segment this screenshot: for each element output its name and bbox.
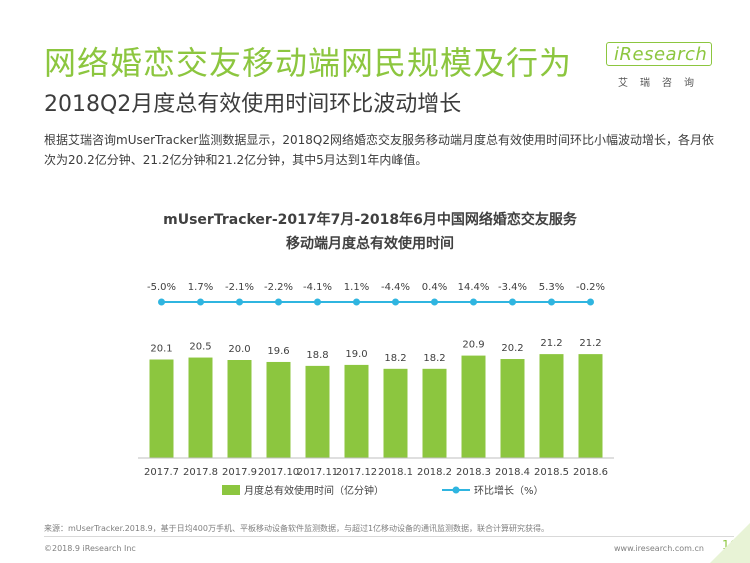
bar-2017.10 xyxy=(266,361,291,458)
bar-2017.9 xyxy=(227,360,252,458)
bar-value-label: 21.2 xyxy=(540,338,562,349)
x-tick-label: 2017.8 xyxy=(183,467,218,478)
logo-name: iResearch xyxy=(614,44,708,65)
growth-value-label: 0.4% xyxy=(422,282,447,293)
growth-value-label: 5.3% xyxy=(539,282,564,293)
bar-value-label: 18.2 xyxy=(384,353,406,364)
chart-title-line2: 移动端月度总有效使用时间 xyxy=(286,236,454,252)
footer-divider xyxy=(44,536,734,537)
iresearch-logo: iResearch 艾瑞咨询 xyxy=(606,42,716,92)
bar-2017.11 xyxy=(305,365,330,458)
source-note: 来源：mUserTracker.2018.9，基于日均400万手机、平板移动设备… xyxy=(44,524,550,533)
growth-value-label: -3.4% xyxy=(498,282,527,293)
growth-value-label: -4.1% xyxy=(303,282,332,293)
bar-value-label: 19.0 xyxy=(345,349,367,360)
growth-line-group: -5.0% 1.7% -2.1% -2.2% -4.1% 1.1% -4.4% 0.4% 14.… xyxy=(147,282,605,306)
legend-bar-swatch xyxy=(222,485,240,495)
bar-2018.6 xyxy=(578,354,603,458)
legend-line-label: 环比增长（%） xyxy=(474,484,544,497)
logo-subtitle: 艾瑞咨询 xyxy=(618,78,706,89)
growth-value-label: -2.2% xyxy=(264,282,293,293)
bar-2017.8 xyxy=(188,357,213,458)
growth-point-2017.9 xyxy=(236,298,243,306)
x-tick-label: 2018.4 xyxy=(495,467,530,478)
bar-value-label: 19.6 xyxy=(267,346,289,357)
growth-point-2018.3 xyxy=(470,298,477,306)
bar-value-label: 18.2 xyxy=(423,353,445,364)
growth-value-label: 1.7% xyxy=(188,282,213,293)
legend: 月度总有效使用时间（亿分钟） 环比增长（%） xyxy=(222,484,544,497)
growth-point-2018.2 xyxy=(431,298,438,306)
bar-2018.4 xyxy=(500,359,525,458)
corner-decoration xyxy=(710,523,750,563)
growth-point-2018.5 xyxy=(548,298,555,306)
growth-point-2017.7 xyxy=(158,298,165,306)
bar-2018.2 xyxy=(422,368,447,458)
bars-group xyxy=(149,354,603,458)
bar-2017.12 xyxy=(344,364,369,458)
x-tick-label: 2017.11 xyxy=(297,467,338,478)
x-tick-label: 2017.12 xyxy=(336,467,377,478)
growth-value-label: 1.1% xyxy=(344,282,369,293)
growth-value-label: -4.4% xyxy=(381,282,410,293)
growth-point-2017.8 xyxy=(197,298,204,306)
bar-2017.7 xyxy=(149,359,174,458)
growth-point-2018.4 xyxy=(509,298,516,306)
bar-2018.5 xyxy=(539,354,564,458)
x-tick-label: 2017.9 xyxy=(222,467,257,478)
bar-value-label: 20.2 xyxy=(501,343,523,354)
bar-value-label: 20.9 xyxy=(462,340,484,351)
bar-value-label: 20.5 xyxy=(189,342,211,353)
x-tick-label: 2018.2 xyxy=(417,467,452,478)
logo-frame xyxy=(606,42,712,66)
growth-point-2018.1 xyxy=(392,298,399,306)
growth-value-label: -0.2% xyxy=(576,282,605,293)
bar-labels-group: 20.1 20.5 20.0 19.6 18.8 19.0 18.2 18.2 20.9 20.2… xyxy=(150,338,601,364)
growth-value-label: 14.4% xyxy=(458,282,490,293)
chart-title-line1: mUserTracker-2017年7月-2018年6月中国网络婚恋交友服务 xyxy=(163,212,577,228)
x-tick-label: 2018.5 xyxy=(534,467,569,478)
x-tick-label: 2018.3 xyxy=(456,467,491,478)
x-tick-label: 2018.6 xyxy=(573,467,608,478)
bar-value-label: 21.2 xyxy=(579,338,601,349)
copyright: ©2018.9 iResearch Inc xyxy=(44,544,136,553)
bar-value-label: 18.8 xyxy=(306,350,328,361)
growth-point-2018.6 xyxy=(587,298,594,306)
bar-2018.1 xyxy=(383,368,408,458)
x-tick-label: 2017.10 xyxy=(258,467,299,478)
website-url: www.iresearch.com.cn xyxy=(614,544,704,553)
growth-point-2017.12 xyxy=(353,298,360,306)
growth-point-2017.10 xyxy=(275,298,282,306)
x-tick-label: 2018.1 xyxy=(378,467,413,478)
x-tick-label: 2017.7 xyxy=(144,467,179,478)
legend-bar-label: 月度总有效使用时间（亿分钟） xyxy=(244,484,384,497)
growth-point-2017.11 xyxy=(314,298,321,306)
growth-value-label: -5.0% xyxy=(147,282,176,293)
legend-line-marker xyxy=(452,486,460,494)
growth-value-label: -2.1% xyxy=(225,282,254,293)
page-title: 网络婚恋交友移动端网民规模及行为 xyxy=(44,44,573,82)
description-text: 根据艾瑞咨询mUserTracker监测数据显示，2018Q2网络婚恋交友服务移… xyxy=(44,133,714,167)
bar-2018.3 xyxy=(461,355,486,458)
page-subtitle: 2018Q2月度总有效使用时间环比波动增长 xyxy=(44,92,462,117)
bar-value-label: 20.0 xyxy=(228,344,250,355)
bar-value-label: 20.1 xyxy=(150,344,172,355)
